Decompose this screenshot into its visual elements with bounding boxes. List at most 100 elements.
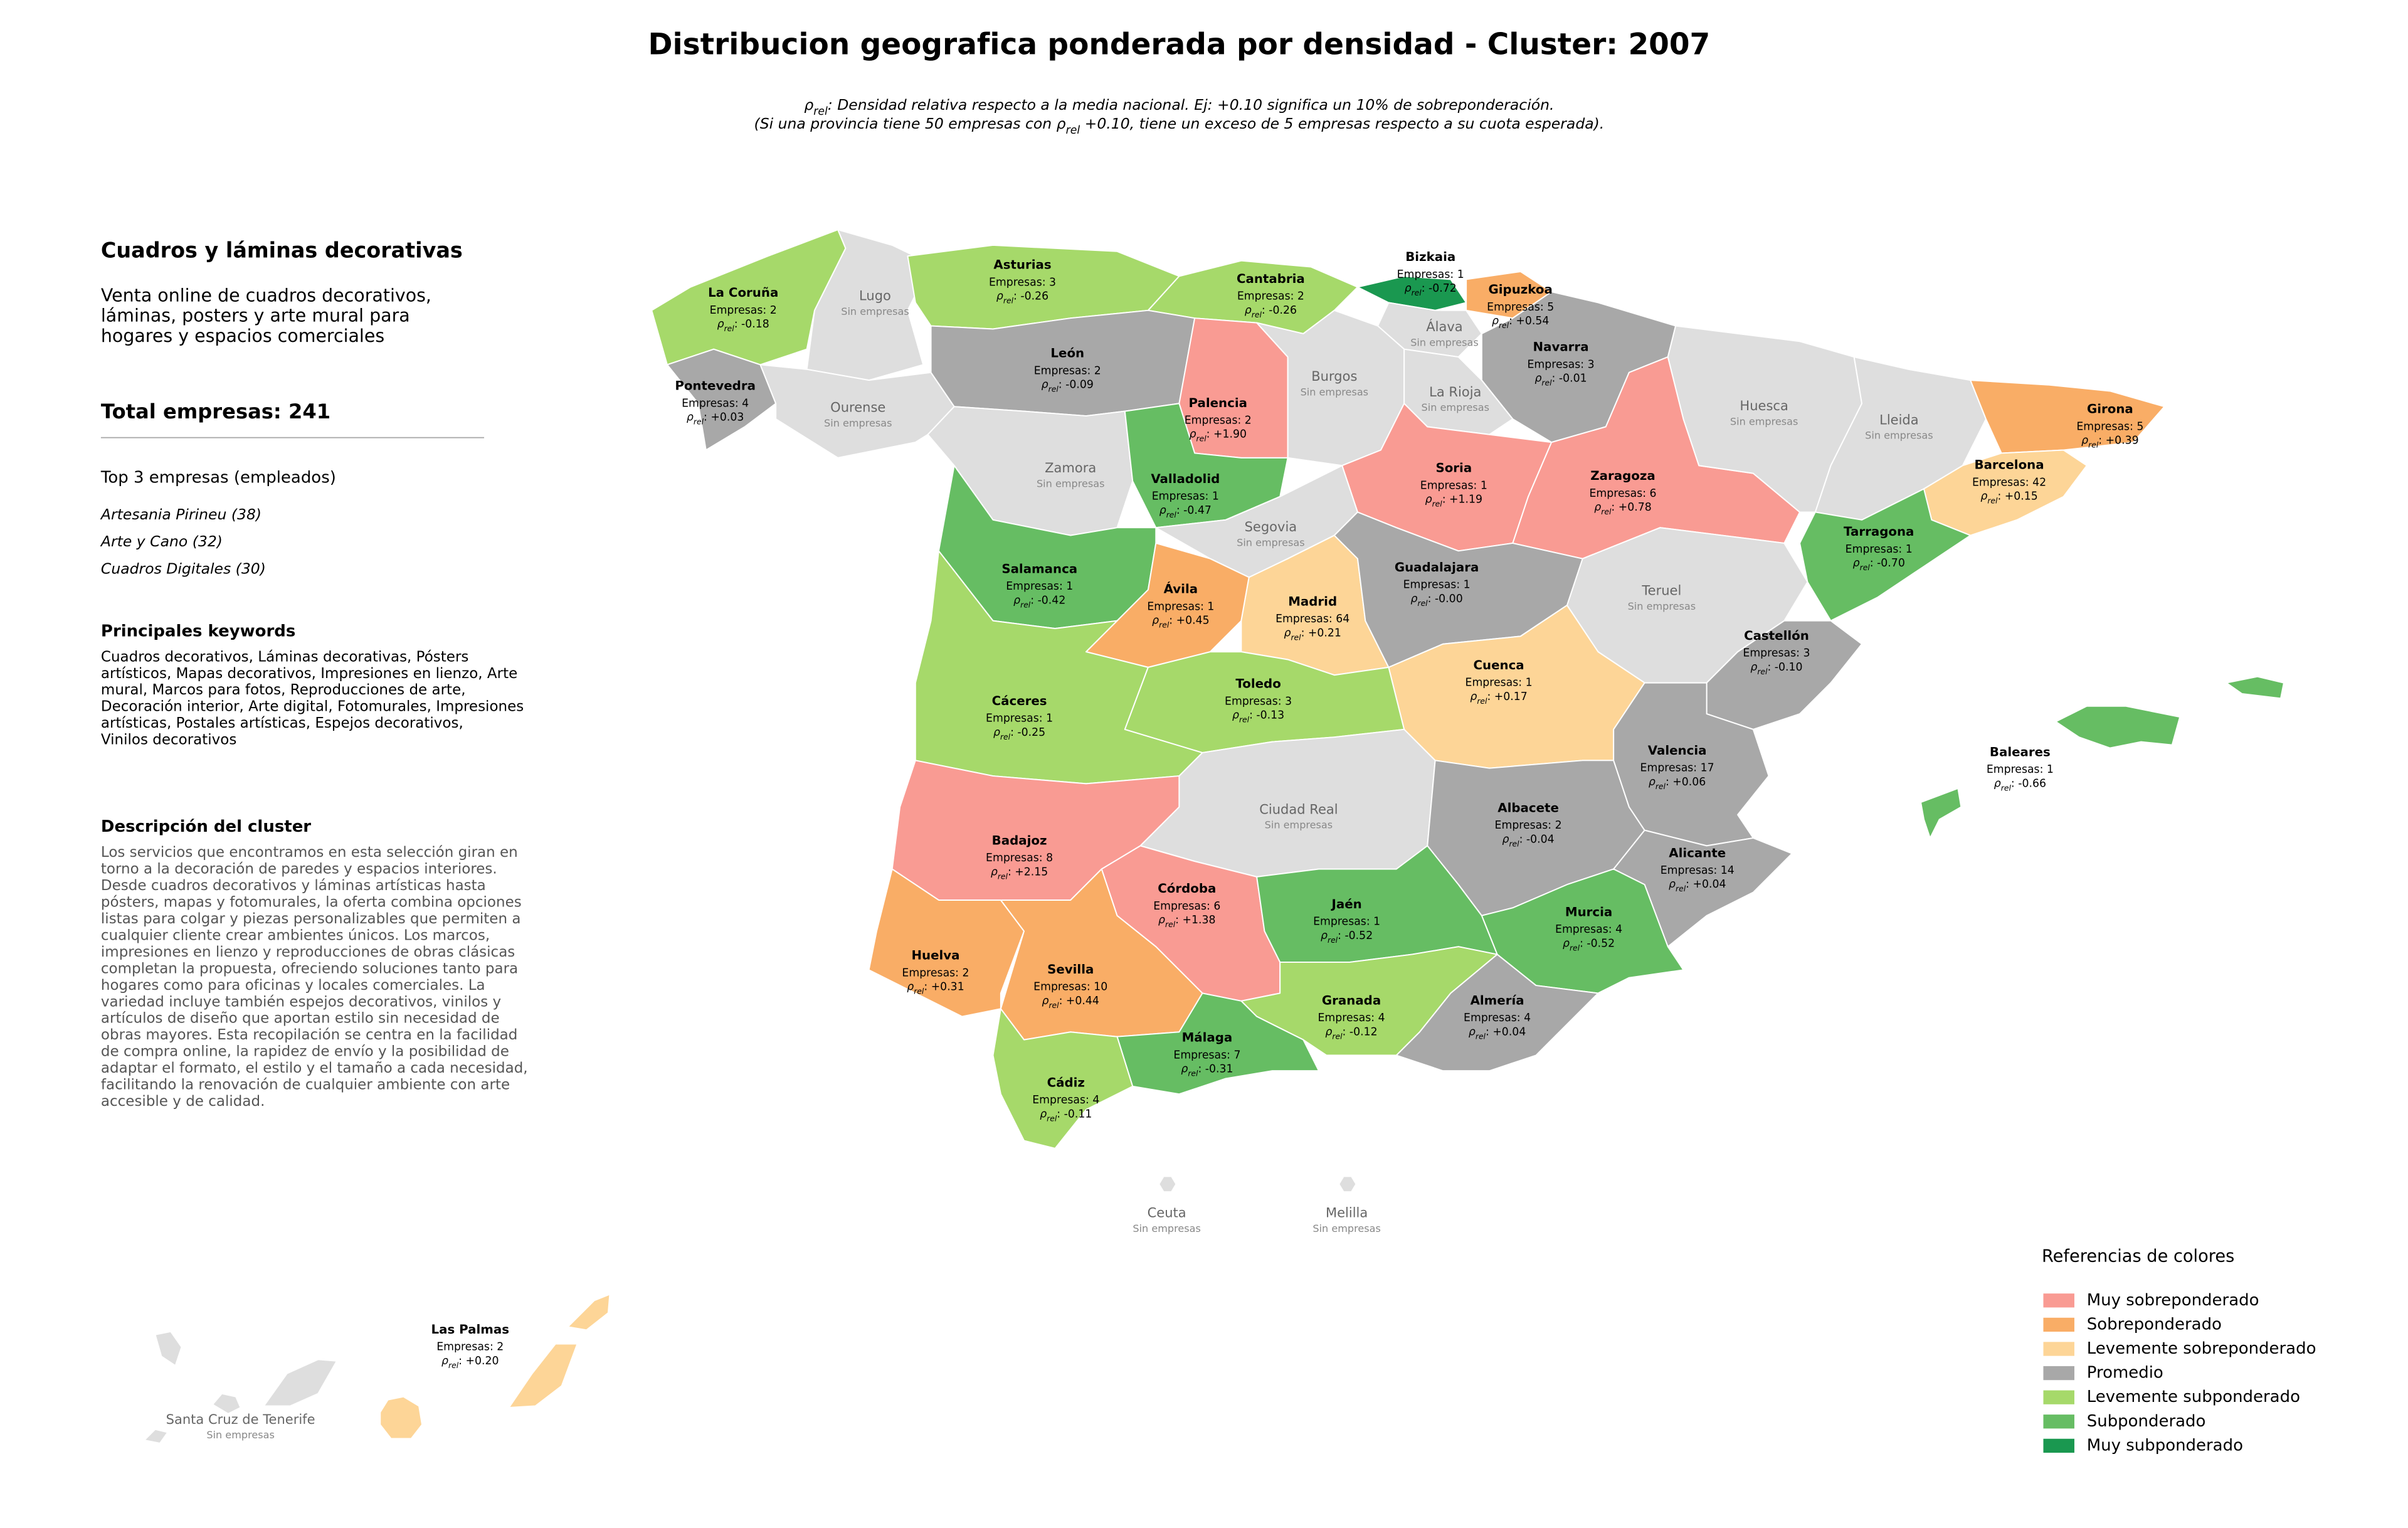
province-companies: Empresas: 5	[2076, 420, 2143, 433]
province-name: Bizkaia	[1405, 250, 1455, 264]
province-name: Pontevedra	[675, 379, 756, 393]
rho-subscript: rel	[1196, 434, 1207, 443]
rho-subscript: rel	[1047, 1114, 1057, 1123]
description-line: hogares como para oficinas y locales com…	[101, 977, 485, 994]
province-rho: ρrel: -0.13	[1232, 709, 1284, 724]
province-name: Guadalajara	[1395, 560, 1479, 575]
province-name: Ciudad Real	[1259, 801, 1338, 817]
province-name: Soria	[1435, 461, 1472, 475]
rho-value: -0.47	[1183, 504, 1212, 517]
province-note: Sin empresas	[1410, 336, 1479, 348]
province-rho: ρrel: -0.52	[1321, 930, 1373, 945]
legend-title: Referencias de colores	[2042, 1247, 2234, 1266]
rho-value: +0.45	[1176, 615, 1210, 627]
province-rho: ρrel: -0.00	[1411, 593, 1463, 608]
keywords-line: artísticas, Postales artísticas, Espejos…	[101, 715, 463, 731]
rho-subscript: rel	[1166, 510, 1177, 519]
rho-subscript: rel	[1412, 289, 1422, 297]
rho-symbol: ρ	[1321, 930, 1328, 942]
province-companies: Empresas: 4	[1555, 923, 1622, 936]
province-companies: Empresas: 1	[1403, 579, 1471, 592]
rho-symbol: ρ	[1325, 1026, 1332, 1038]
province-companies: Empresas: 4	[682, 397, 749, 410]
province-name: Palencia	[1189, 396, 1247, 410]
province-name: Melilla	[1326, 1205, 1368, 1221]
rho-subscript: rel	[1417, 599, 1428, 608]
rho-separator: :	[1997, 491, 2004, 503]
top-title: Top 3 empresas (empleados)	[100, 469, 336, 487]
province-companies: Empresas: 6	[1589, 487, 1656, 500]
rho-separator: :	[1262, 304, 1269, 317]
legend-swatch	[2043, 1438, 2074, 1453]
province-rho: ρrel: -0.12	[1325, 1026, 1377, 1041]
subtitle-segment: (Si una provincia tiene 50 empresas con …	[754, 114, 1066, 132]
province-rho: ρrel: +0.44	[1042, 995, 1099, 1010]
rho-subscript: rel	[1509, 839, 1519, 848]
description-line: cualquier cliente crear ambientes únicos…	[101, 927, 490, 943]
rho-symbol: ρ	[2081, 435, 2088, 447]
province-name: Almería	[1471, 993, 1524, 1007]
province	[1338, 1175, 1357, 1193]
rho-symbol: ρ	[1232, 709, 1239, 722]
rho-value: -0.26	[1020, 290, 1048, 303]
province-companies: Empresas: 1	[1465, 677, 1533, 689]
subtitle-segment: +0.10, tiene un exceso de 5 empresas res…	[1080, 114, 1604, 132]
province-name: Valencia	[1648, 743, 1707, 758]
rho-separator: :	[1487, 691, 1494, 703]
rho-subscript: rel	[694, 417, 704, 426]
rho-separator: :	[1008, 866, 1015, 878]
province	[379, 1396, 423, 1440]
province-name: Teruel	[1641, 583, 1681, 598]
rho-symbol: ρ	[1042, 379, 1048, 391]
rho-subscript: rel	[1239, 715, 1250, 724]
description-line: impresiones en lienzo y reproducciones d…	[101, 944, 515, 960]
province-rho: ρrel: -0.26	[996, 290, 1048, 305]
province-name: Murcia	[1565, 905, 1612, 919]
province-companies: Empresas: 1	[1420, 479, 1487, 492]
keywords-line: Vinilos decorativos	[101, 732, 236, 748]
description-line: obras mayores. Esta recopilación se cent…	[101, 1027, 517, 1043]
rho-subscript: rel	[448, 1361, 459, 1369]
province-name: Barcelona	[1974, 458, 2044, 472]
subtitle-segment: rel	[1066, 124, 1080, 137]
province-companies: Empresas: 8	[986, 852, 1053, 864]
province-companies: Empresas: 1	[1313, 916, 1380, 928]
rho-symbol: ρ	[1594, 501, 1601, 514]
rho-value: +0.06	[1672, 776, 1706, 788]
subtitle-line: ρrel: Densidad relativa respecto a la me…	[804, 96, 1554, 118]
province-companies: Empresas: 2	[1034, 364, 1101, 377]
rho-subscript: rel	[1757, 667, 1768, 676]
rho-separator: :	[458, 1355, 465, 1367]
rho-symbol: ρ	[1563, 937, 1570, 950]
rho-value: -0.00	[1435, 593, 1463, 605]
province-companies: Empresas: 3	[1527, 358, 1594, 371]
rho-value: -0.70	[1877, 557, 1905, 570]
rho-symbol: ρ	[1853, 557, 1860, 570]
province-name: Sevilla	[1047, 962, 1094, 977]
rho-separator: :	[1442, 494, 1449, 506]
province-name: Granada	[1322, 993, 1381, 1007]
rho-separator: :	[1767, 661, 1774, 674]
province-name: Cáceres	[992, 694, 1047, 708]
rho-separator: :	[1686, 878, 1692, 891]
rho-value: +0.15	[2005, 491, 2038, 503]
rho-subscript: rel	[1499, 321, 1509, 330]
rho-separator: :	[1343, 1026, 1349, 1038]
description-line: accesible y de calidad.	[101, 1093, 265, 1110]
legend-label: Levemente sobreponderado	[2087, 1339, 2316, 1358]
province	[1920, 787, 1962, 839]
rho-value: -0.09	[1065, 379, 1094, 391]
rho-symbol: ρ	[1425, 494, 1432, 506]
province	[154, 1330, 182, 1367]
province	[1158, 1175, 1177, 1193]
province-name: Valladolid	[1151, 472, 1220, 486]
province-companies: Empresas: 3	[1743, 647, 1810, 660]
province-rho: ρrel: +0.06	[1649, 776, 1706, 791]
legend-label: Muy subponderado	[2087, 1436, 2243, 1455]
province	[567, 1293, 611, 1331]
province-rho: ρrel: -0.31	[1181, 1063, 1233, 1078]
province-rho: ρrel: +0.04	[1469, 1026, 1526, 1041]
province-name: Málaga	[1182, 1031, 1233, 1045]
